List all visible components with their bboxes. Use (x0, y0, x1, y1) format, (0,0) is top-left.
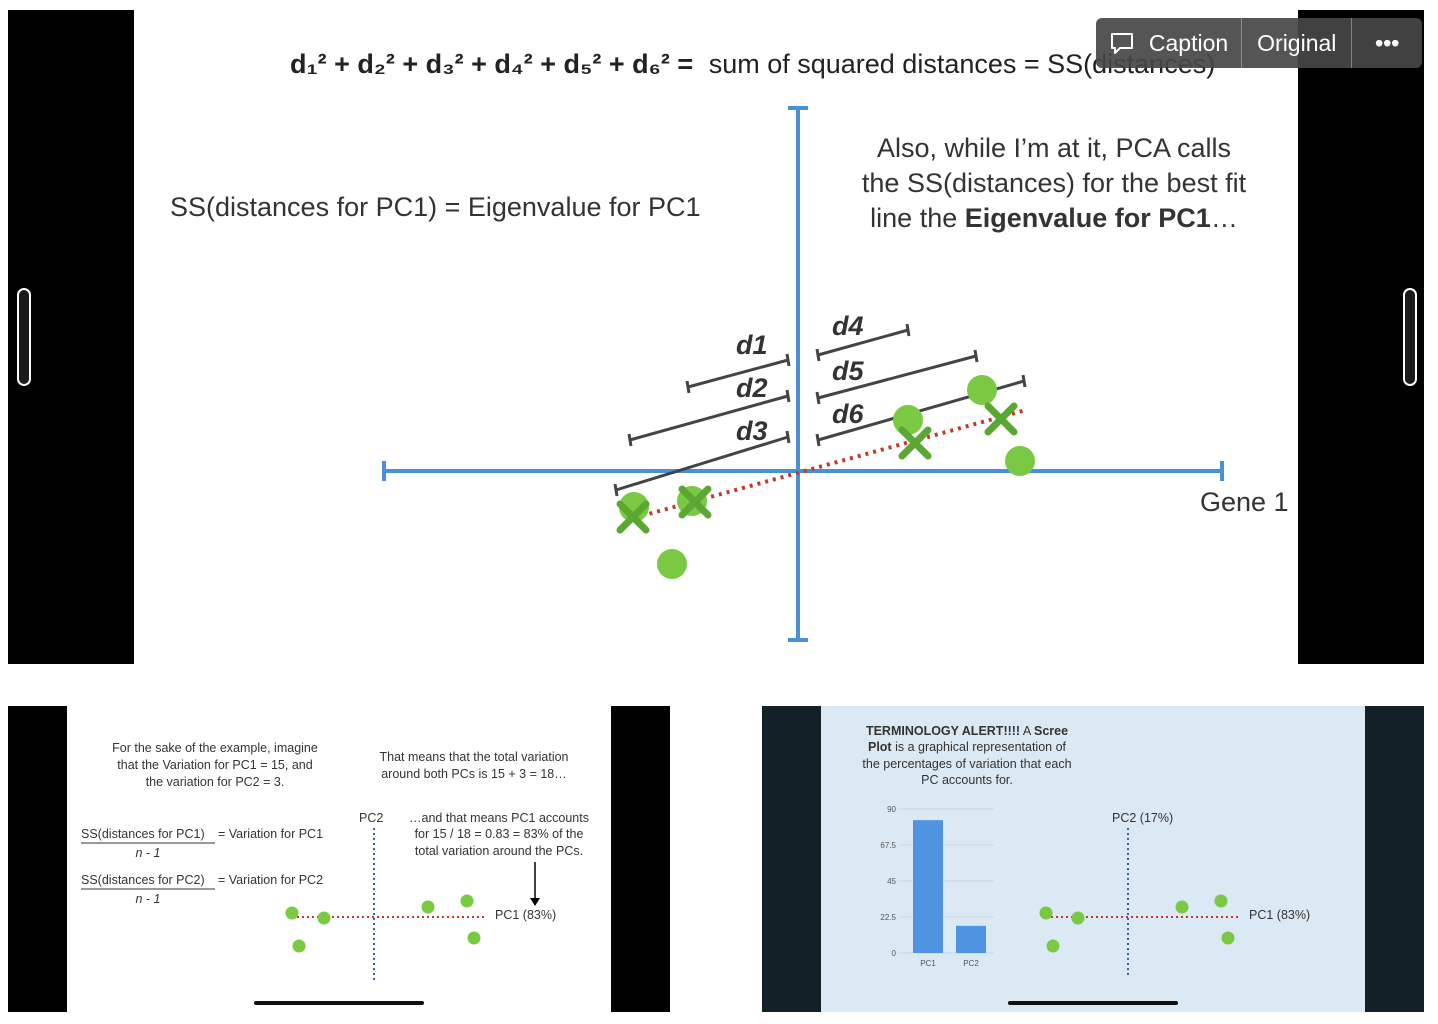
more-icon: ••• (1375, 29, 1400, 56)
scree-alert-line1: TERMINOLOGY ALERT!!!! A Scree (866, 724, 1068, 738)
right-caption-line3: line the Eigenvalue for PC1… (870, 203, 1238, 233)
data-points (619, 375, 1035, 579)
caption-toggle-button[interactable]: Caption (1096, 18, 1243, 68)
svg-text:total variation around the PCs: total variation around the PCs. (415, 844, 583, 858)
scree-ytick-label: 0 (892, 949, 897, 958)
scree-plot: 0 22.5 45 67.5 90 PC1 PC2 (880, 805, 994, 968)
original-label: Original (1257, 29, 1337, 56)
projection-marks (616, 402, 1018, 534)
svg-text:d4: d4 (832, 311, 864, 341)
svg-text:PC1 (83%): PC1 (83%) (495, 908, 556, 922)
main-slide-canvas: d₁² + d₂² + d₃² + d₄² + d₅² + d₆² = sum … (170, 49, 1289, 642)
equation-prefix: d₁² + d₂² + d₃² + d₄² + d₅² + d₆² = (290, 49, 693, 79)
svg-text:d2: d2 (736, 373, 768, 403)
scree-category-label: PC2 (963, 959, 979, 968)
distance-brackets (613, 323, 1027, 497)
thumb-left-home-indicator (254, 1001, 424, 1005)
video-toolbar: Caption Original ••• (1096, 18, 1422, 68)
thumb-left-bar-left (8, 706, 67, 1012)
svg-text:the percentages of variation t: the percentages of variation that each (862, 757, 1071, 771)
svg-text:d6: d6 (832, 399, 864, 429)
axis-label-gene1: Gene 1 (1200, 487, 1289, 517)
scree-category-label: PC1 (920, 959, 936, 968)
left-caption: SS(distances for PC1) = Eigenvalue for P… (170, 192, 701, 222)
svg-text:PC accounts for.: PC accounts for. (921, 773, 1013, 787)
left-resize-handle[interactable] (17, 288, 31, 386)
thumbnail-right[interactable]: TERMINOLOGY ALERT!!!! A Scree Plot is a … (821, 706, 1365, 1012)
thumb-right-canvas: TERMINOLOGY ALERT!!!! A Scree Plot is a … (862, 724, 1310, 978)
svg-text:…and that means PC1 accounts: …and that means PC1 accounts (409, 811, 589, 825)
svg-text:That means that the total vari: That means that the total variation (380, 750, 569, 764)
svg-text:for 15 / 18 = 0.83 = 83% of th: for 15 / 18 = 0.83 = 83% of the (415, 827, 584, 841)
main-slide[interactable]: d₁² + d₂² + d₃² + d₄² + d₅² + d₆² = sum … (134, 10, 1298, 664)
svg-text:d₁² + d₂² + d₃² + d₄² + d₅² +: d₁² + d₂² + d₃² + d₄² + d₅² + d₆² = sum … (290, 49, 1215, 79)
scree-ytick-label: 67.5 (880, 841, 896, 850)
thumb-left-bar-right (611, 706, 670, 1012)
thumb-right-bar-left (762, 706, 821, 1012)
svg-text:d1: d1 (736, 330, 768, 360)
speech-bubble-icon (1110, 33, 1133, 54)
svg-text:PC2 (17%): PC2 (17%) (1112, 811, 1173, 825)
svg-text:= Variation for PC2: = Variation for PC2 (218, 873, 323, 887)
scree-ytick-label: 22.5 (880, 913, 896, 922)
svg-text:PC2: PC2 (359, 811, 383, 825)
scree-ytick-label: 45 (887, 877, 896, 886)
thumb-left-canvas: For the sake of the example, imagine tha… (81, 741, 589, 981)
svg-text:For the sake of the example, i: For the sake of the example, imagine (112, 741, 318, 755)
more-options-button[interactable]: ••• (1352, 18, 1422, 68)
svg-text:n - 1: n - 1 (135, 892, 160, 906)
right-resize-handle[interactable] (1403, 288, 1417, 386)
axes (382, 106, 1224, 642)
svg-text:n - 1: n - 1 (135, 846, 160, 860)
svg-text:d3: d3 (736, 416, 768, 446)
distance-labels: d1 d2 d3 d4 d5 d6 (736, 311, 864, 446)
thumb-right-home-indicator (1008, 1001, 1178, 1005)
scree-bar-pc2 (956, 925, 986, 953)
right-caption-line2: the SS(distances) for the best fit (862, 168, 1247, 198)
caption-label: Caption (1148, 29, 1229, 56)
svg-text:around both PCs is 15 + 3 = 18: around both PCs is 15 + 3 = 18… (381, 767, 567, 781)
original-button[interactable]: Original (1242, 18, 1353, 68)
svg-text:PC1 (83%): PC1 (83%) (1249, 908, 1310, 922)
svg-text:= Variation for PC1: = Variation for PC1 (218, 827, 323, 841)
scree-bar-pc1 (913, 820, 943, 953)
right-caption-line1: Also, while I’m at it, PCA calls (877, 133, 1231, 163)
pc1-fit-line (633, 408, 1027, 520)
scree-alert-line2: Plot is a graphical representation of (868, 740, 1067, 754)
thumb-right-bar-right (1365, 706, 1424, 1012)
svg-text:SS(distances for PC1): SS(distances for PC1) (81, 827, 205, 841)
svg-text:SS(distances for PC2): SS(distances for PC2) (81, 873, 205, 887)
svg-text:that the Variation for PC1 = 1: that the Variation for PC1 = 15, and (117, 758, 312, 772)
scree-ytick-label: 90 (887, 805, 896, 814)
svg-text:the variation for PC2 = 3.: the variation for PC2 = 3. (146, 775, 285, 789)
svg-text:d5: d5 (832, 356, 864, 386)
thumbnail-left[interactable]: For the sake of the example, imagine tha… (67, 706, 611, 1012)
